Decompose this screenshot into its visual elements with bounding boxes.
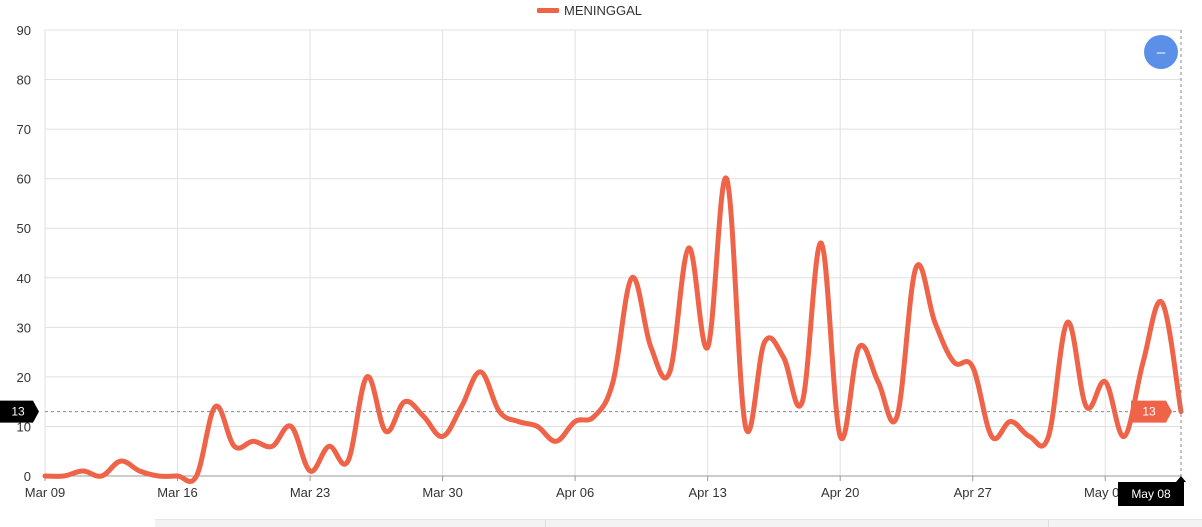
data-point[interactable] — [100, 474, 104, 478]
crosshair-y-badge: 13 — [0, 400, 39, 423]
data-point[interactable] — [1046, 434, 1050, 438]
y-tick-label: 20 — [17, 370, 31, 385]
point-value-badge: 13 — [1131, 400, 1172, 423]
y-tick-label: 10 — [17, 419, 31, 434]
zoom-out-button[interactable]: – — [1144, 35, 1178, 69]
data-point[interactable] — [1160, 301, 1164, 305]
y-tick-label: 70 — [17, 122, 31, 137]
data-point[interactable] — [1065, 320, 1069, 324]
data-point[interactable] — [857, 345, 861, 349]
data-point[interactable] — [687, 246, 691, 250]
data-point[interactable] — [81, 469, 85, 473]
data-point[interactable] — [138, 469, 142, 473]
data-point[interactable] — [630, 276, 634, 280]
legend-label: MENINGGAL — [564, 3, 642, 18]
y-tick-label: 40 — [17, 271, 31, 286]
svg-text:13: 13 — [11, 405, 25, 419]
data-point[interactable] — [1028, 434, 1032, 438]
data-point[interactable] — [460, 405, 464, 409]
x-tick-label: May 04 — [1084, 485, 1127, 500]
crosshair: 13 13 May 08 — [0, 30, 1186, 506]
data-point[interactable] — [232, 444, 236, 448]
data-point[interactable] — [289, 424, 293, 428]
data-point[interactable] — [668, 370, 672, 374]
data-point[interactable] — [1103, 380, 1107, 384]
x-tick-label: Mar 30 — [422, 485, 462, 500]
data-point[interactable] — [819, 241, 823, 245]
x-axis: Mar 09 Mar 16 Mar 23 Mar 30 Apr 06 Apr 13 Apr … — [25, 475, 1181, 500]
data-point[interactable] — [1084, 405, 1088, 409]
data-point[interactable] — [43, 474, 47, 478]
data-point[interactable] — [952, 360, 956, 364]
y-tick-label: 50 — [17, 221, 31, 236]
data-point[interactable] — [611, 380, 615, 384]
y-tick-label: 90 — [17, 23, 31, 38]
x-tick-label: Apr 27 — [954, 485, 992, 500]
data-point[interactable] — [308, 469, 312, 473]
data-point[interactable] — [592, 415, 596, 419]
data-point[interactable] — [744, 424, 748, 428]
y-tick-label: 30 — [17, 320, 31, 335]
data-point[interactable] — [1122, 434, 1126, 438]
data-point[interactable] — [251, 439, 255, 443]
data-point[interactable] — [895, 415, 899, 419]
y-tick-label: 80 — [17, 73, 31, 88]
y-tick-label: 60 — [17, 172, 31, 187]
data-point[interactable] — [914, 266, 918, 270]
data-point[interactable] — [933, 320, 937, 324]
legend-swatch — [537, 8, 559, 13]
data-point[interactable] — [971, 365, 975, 369]
bottom-strip — [155, 519, 1202, 527]
series-layer — [42, 175, 1184, 484]
data-point[interactable] — [838, 434, 842, 438]
data-point[interactable] — [649, 345, 653, 349]
x-tick-label: Apr 13 — [689, 485, 727, 500]
data-point[interactable] — [554, 439, 558, 443]
data-point[interactable] — [62, 474, 66, 478]
x-tick-label: Apr 06 — [556, 485, 594, 500]
svg-text:13: 13 — [1142, 405, 1156, 419]
data-point[interactable] — [706, 345, 710, 349]
data-point[interactable] — [573, 419, 577, 423]
y-axis: 0 10 20 30 40 50 60 70 80 90 — [17, 23, 31, 484]
data-point[interactable] — [876, 380, 880, 384]
data-point[interactable] — [725, 177, 729, 181]
grid-lines — [44, 29, 1181, 477]
data-point[interactable] — [194, 474, 198, 478]
legend[interactable]: MENINGGAL — [537, 3, 642, 18]
data-point[interactable] — [1141, 360, 1145, 364]
data-point[interactable] — [327, 444, 331, 448]
y-tick-label: 0 — [24, 469, 31, 484]
x-tick-label: Apr 20 — [821, 485, 859, 500]
x-tick-label: Mar 23 — [290, 485, 330, 500]
series-line-meninggal[interactable] — [42, 175, 1184, 484]
data-point[interactable] — [800, 400, 804, 404]
data-point[interactable] — [990, 434, 994, 438]
data-point[interactable] — [516, 419, 520, 423]
data-point[interactable] — [441, 434, 445, 438]
data-point[interactable] — [384, 429, 388, 433]
data-point[interactable] — [535, 424, 539, 428]
crosshair-x-badge: May 08 — [1118, 476, 1186, 506]
minus-icon: – — [1157, 44, 1166, 61]
data-point[interactable] — [119, 459, 123, 463]
data-point[interactable] — [270, 444, 274, 448]
data-point[interactable] — [365, 375, 369, 379]
data-point[interactable] — [346, 459, 350, 463]
data-point[interactable] — [1009, 419, 1013, 423]
data-point[interactable] — [176, 474, 180, 478]
data-point[interactable] — [213, 405, 217, 409]
data-point[interactable] — [781, 355, 785, 359]
data-point[interactable] — [478, 370, 482, 374]
data-point[interactable] — [762, 340, 766, 344]
svg-text:May 08: May 08 — [1131, 487, 1171, 501]
data-point[interactable] — [157, 474, 161, 478]
data-point[interactable] — [403, 400, 407, 404]
data-point[interactable] — [422, 415, 426, 419]
x-tick-label: Mar 16 — [157, 485, 197, 500]
x-tick-label: Mar 09 — [25, 485, 65, 500]
